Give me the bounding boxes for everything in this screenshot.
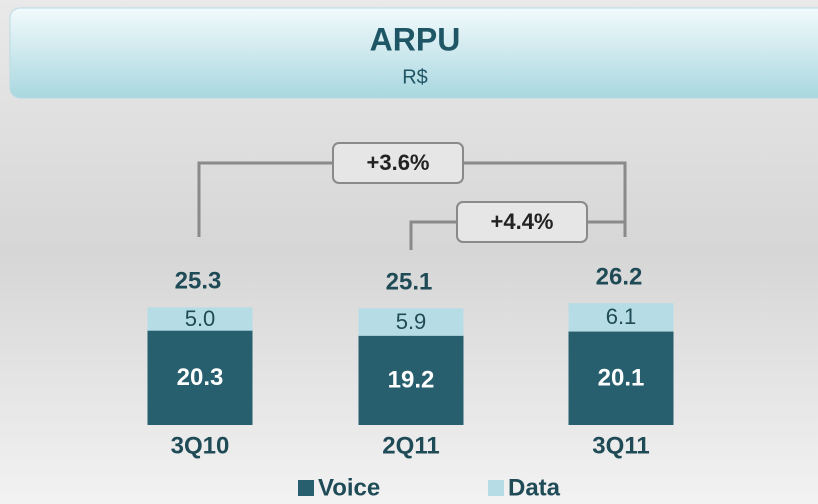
bar-segment: [147, 330, 253, 425]
data-label: 5.0: [185, 306, 216, 331]
total-label: 26.2: [596, 264, 643, 291]
data-label: 20.3: [177, 364, 224, 391]
total-label: 25.3: [175, 268, 222, 295]
bar-segment: [147, 307, 253, 331]
annotation: +4.4%: [491, 209, 554, 234]
x-tick-label: 3Q11: [592, 432, 649, 459]
bar-segment: [568, 331, 674, 425]
chart-subtitle: R$: [402, 66, 428, 88]
data-label: 5.9: [396, 309, 427, 334]
header: [9, 7, 818, 99]
bar-segment: [358, 335, 464, 425]
data-label: 20.1: [598, 365, 645, 392]
annotation-box: [332, 142, 464, 184]
total-label: 25.1: [386, 269, 433, 296]
annotation-box: [456, 201, 588, 243]
data-label: 19.2: [388, 367, 435, 394]
legend-swatch: [488, 480, 504, 496]
bar-segment: [358, 308, 464, 336]
x-tick-label: 2Q11: [382, 432, 439, 459]
legend-label: Data: [508, 474, 561, 501]
annotation: +3.6%: [367, 150, 430, 175]
legend-label: Voice: [318, 474, 380, 501]
chart-title: ARPU: [370, 21, 461, 57]
bar-segment: [568, 303, 674, 332]
x-tick-label: 3Q10: [171, 432, 230, 459]
legend-swatch: [298, 480, 314, 496]
data-label: 6.1: [606, 304, 637, 329]
